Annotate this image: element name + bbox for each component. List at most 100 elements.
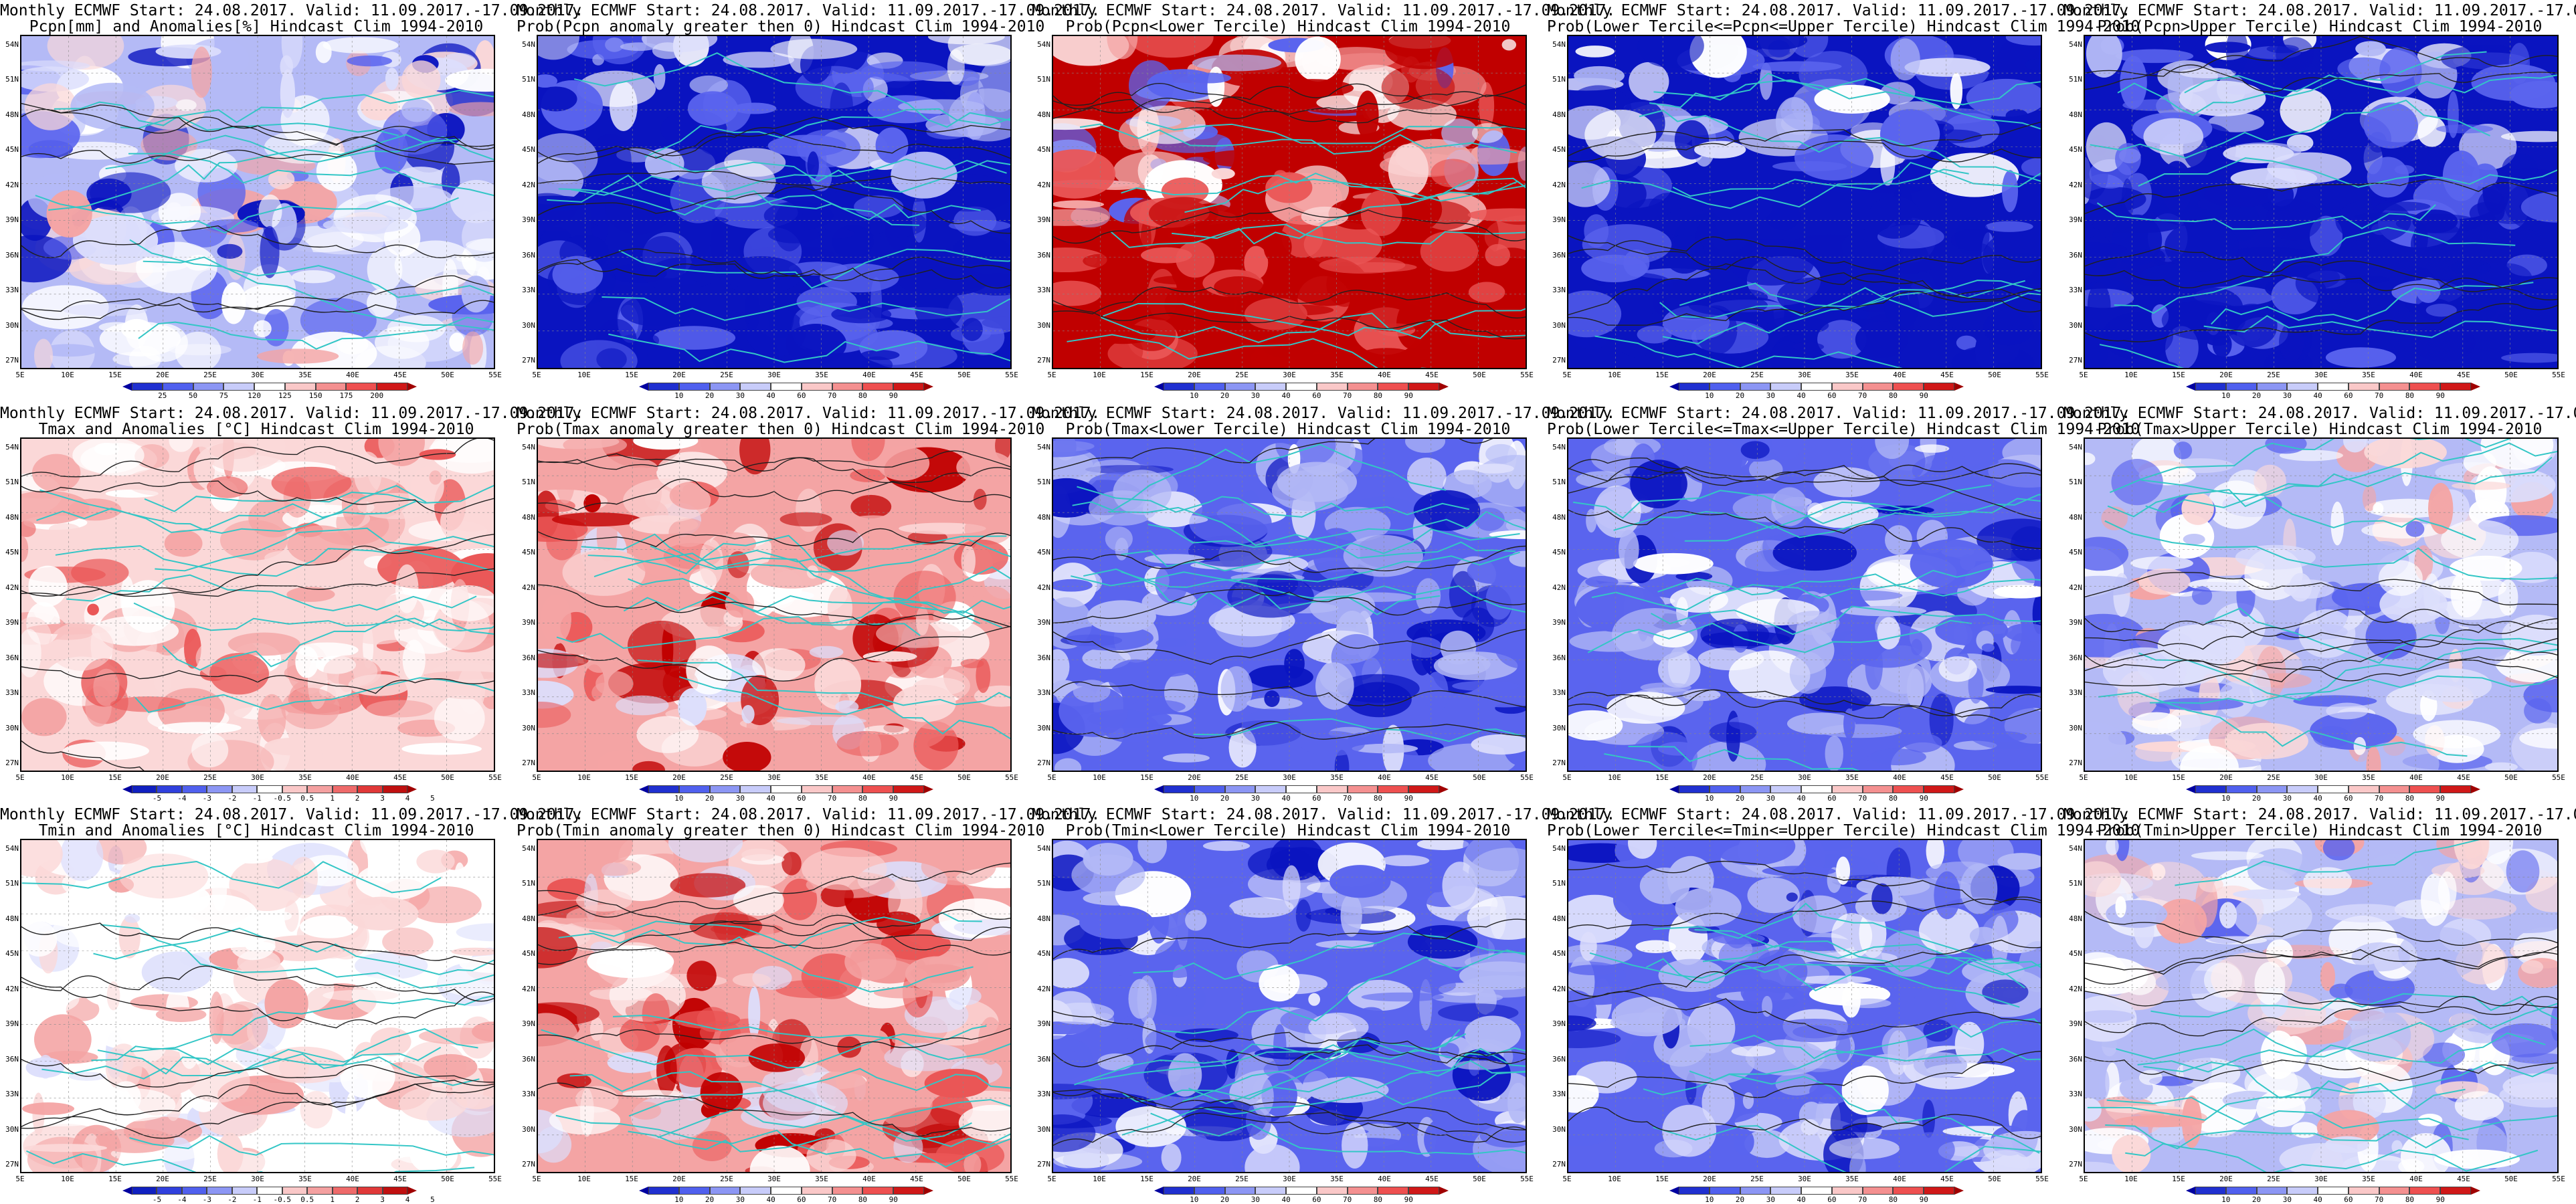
colorbar-label: 90 [889, 391, 898, 400]
coastline-border [1645, 958, 2020, 1008]
latitude-label: 27N [1552, 1160, 1566, 1169]
field-patch [1161, 1143, 1182, 1172]
field-patch [1586, 508, 1597, 533]
panel-title-line1: Monthly ECMWF Start: 24.08.2017. Valid: … [0, 806, 584, 823]
colorbar-segment [1224, 1187, 1256, 1195]
field-patch [988, 951, 1006, 981]
coastline-border [1653, 72, 2041, 106]
field-patch [779, 512, 832, 527]
colorbar-label: 80 [1888, 794, 1898, 803]
field-patch [806, 1139, 856, 1172]
colorbar-segment [332, 1187, 358, 1195]
longitude-label: 30E [767, 1175, 781, 1183]
latitude-label: 33N [1037, 1090, 1050, 1099]
field-patch [169, 439, 193, 452]
coastline-border [2098, 691, 2468, 757]
latitude-label: 30N [2069, 320, 2082, 330]
panel-title-line2: Prob(Tmax<Lower Tercile) Hindcast Clim 1… [1032, 421, 1544, 437]
latitude-label: 36N [2069, 1054, 2082, 1064]
colorbar-arrow-left [2186, 785, 2195, 793]
panel-variable: Prob(Lower Tercile<=Tmin<=Upper Tercile) [1547, 822, 1918, 839]
latitude-label: 27N [5, 759, 19, 767]
map-area [20, 839, 495, 1173]
coastline-border [1628, 745, 1860, 771]
field-patch [2476, 262, 2511, 285]
field-patch [1997, 36, 2041, 87]
field-patch [401, 60, 441, 99]
colorbar-segment [1255, 383, 1287, 391]
coastline-border [1108, 506, 1516, 559]
latitude-label: 30N [1552, 320, 1566, 330]
colorbar-label: 70 [2375, 794, 2384, 803]
colorbar-label: -3 [202, 1195, 211, 1204]
field-patch [382, 107, 448, 155]
field-patch [158, 722, 242, 734]
colorbar-segment [1801, 785, 1832, 793]
map-area [20, 437, 495, 772]
latitude-label: 54N [1037, 40, 1050, 49]
latitude-label: 36N [522, 653, 535, 662]
longitude-label: 20E [672, 773, 686, 782]
longitude-label: 50E [2504, 1175, 2518, 1183]
colorbar-segment [1347, 383, 1378, 391]
field-patch [973, 586, 1010, 615]
longitude-label: 5E [2079, 773, 2088, 782]
latitude-label: 42N [1552, 583, 1566, 592]
field-patch [1485, 581, 1513, 620]
panel-title-line2: Prob(Pcpn<Lower Tercile) Hindcast Clim 1… [1032, 19, 1544, 35]
field-patch [2363, 102, 2418, 148]
field-patch [1407, 924, 1478, 959]
field-patch [1658, 959, 1726, 992]
field-patch [2325, 347, 2397, 368]
field-patch [782, 878, 818, 920]
coastline-border [1083, 568, 1441, 615]
coastline-border [1077, 486, 1470, 518]
colorbar-arrow-left [2186, 383, 2195, 391]
colorbar [1669, 383, 1964, 391]
colorbar-label: 90 [889, 1195, 898, 1204]
field-patch [861, 356, 893, 368]
field-patch [175, 331, 221, 368]
latitude-label: 36N [1037, 653, 1050, 662]
field-patch [1568, 1075, 1599, 1113]
field-patch [2375, 201, 2431, 211]
latitude-label: 30N [2069, 1124, 2082, 1134]
field-patch [2367, 157, 2409, 198]
contour-line [21, 296, 494, 320]
field-patch [375, 326, 430, 359]
colorbar-segment [1194, 1187, 1225, 1195]
field-patch [227, 632, 300, 656]
longitude-label: 5E [532, 371, 541, 379]
colorbar-label: 10 [674, 391, 684, 400]
longitude-label: 35E [815, 1175, 828, 1183]
field-patch [607, 1051, 662, 1074]
contour-line [2085, 946, 2557, 975]
field-patch [776, 716, 867, 726]
field-patch [1507, 1082, 1526, 1124]
field-patch [1274, 170, 1287, 179]
field-patch [1358, 302, 1431, 332]
coastline-border [2110, 439, 2512, 494]
field-patch [1176, 241, 1215, 278]
field-patch [1760, 247, 1803, 256]
colorbar-label: 5 [430, 1195, 435, 1204]
colorbar-segment [1286, 785, 1317, 793]
longitude-label: 40E [862, 773, 876, 782]
panel-clim-period: Hindcast Clim 1994-2010 [822, 421, 1045, 438]
field-patch [2423, 1042, 2466, 1068]
map-area [537, 35, 1012, 369]
field-patch [978, 1017, 1004, 1065]
field-patch [280, 55, 293, 78]
field-patch [1658, 651, 1701, 688]
field-patch [1829, 1137, 1900, 1159]
map-field [1053, 439, 1526, 771]
field-patch [2502, 153, 2538, 185]
longitude-label: 35E [298, 773, 312, 782]
latitude-label: 36N [1552, 653, 1566, 662]
field-patch [963, 1152, 982, 1172]
colorbar-segment [2318, 383, 2349, 391]
field-patch [2320, 962, 2336, 991]
longitude-label: 15E [108, 1175, 122, 1183]
contour-line [1568, 236, 2041, 272]
field-patch [21, 66, 90, 92]
